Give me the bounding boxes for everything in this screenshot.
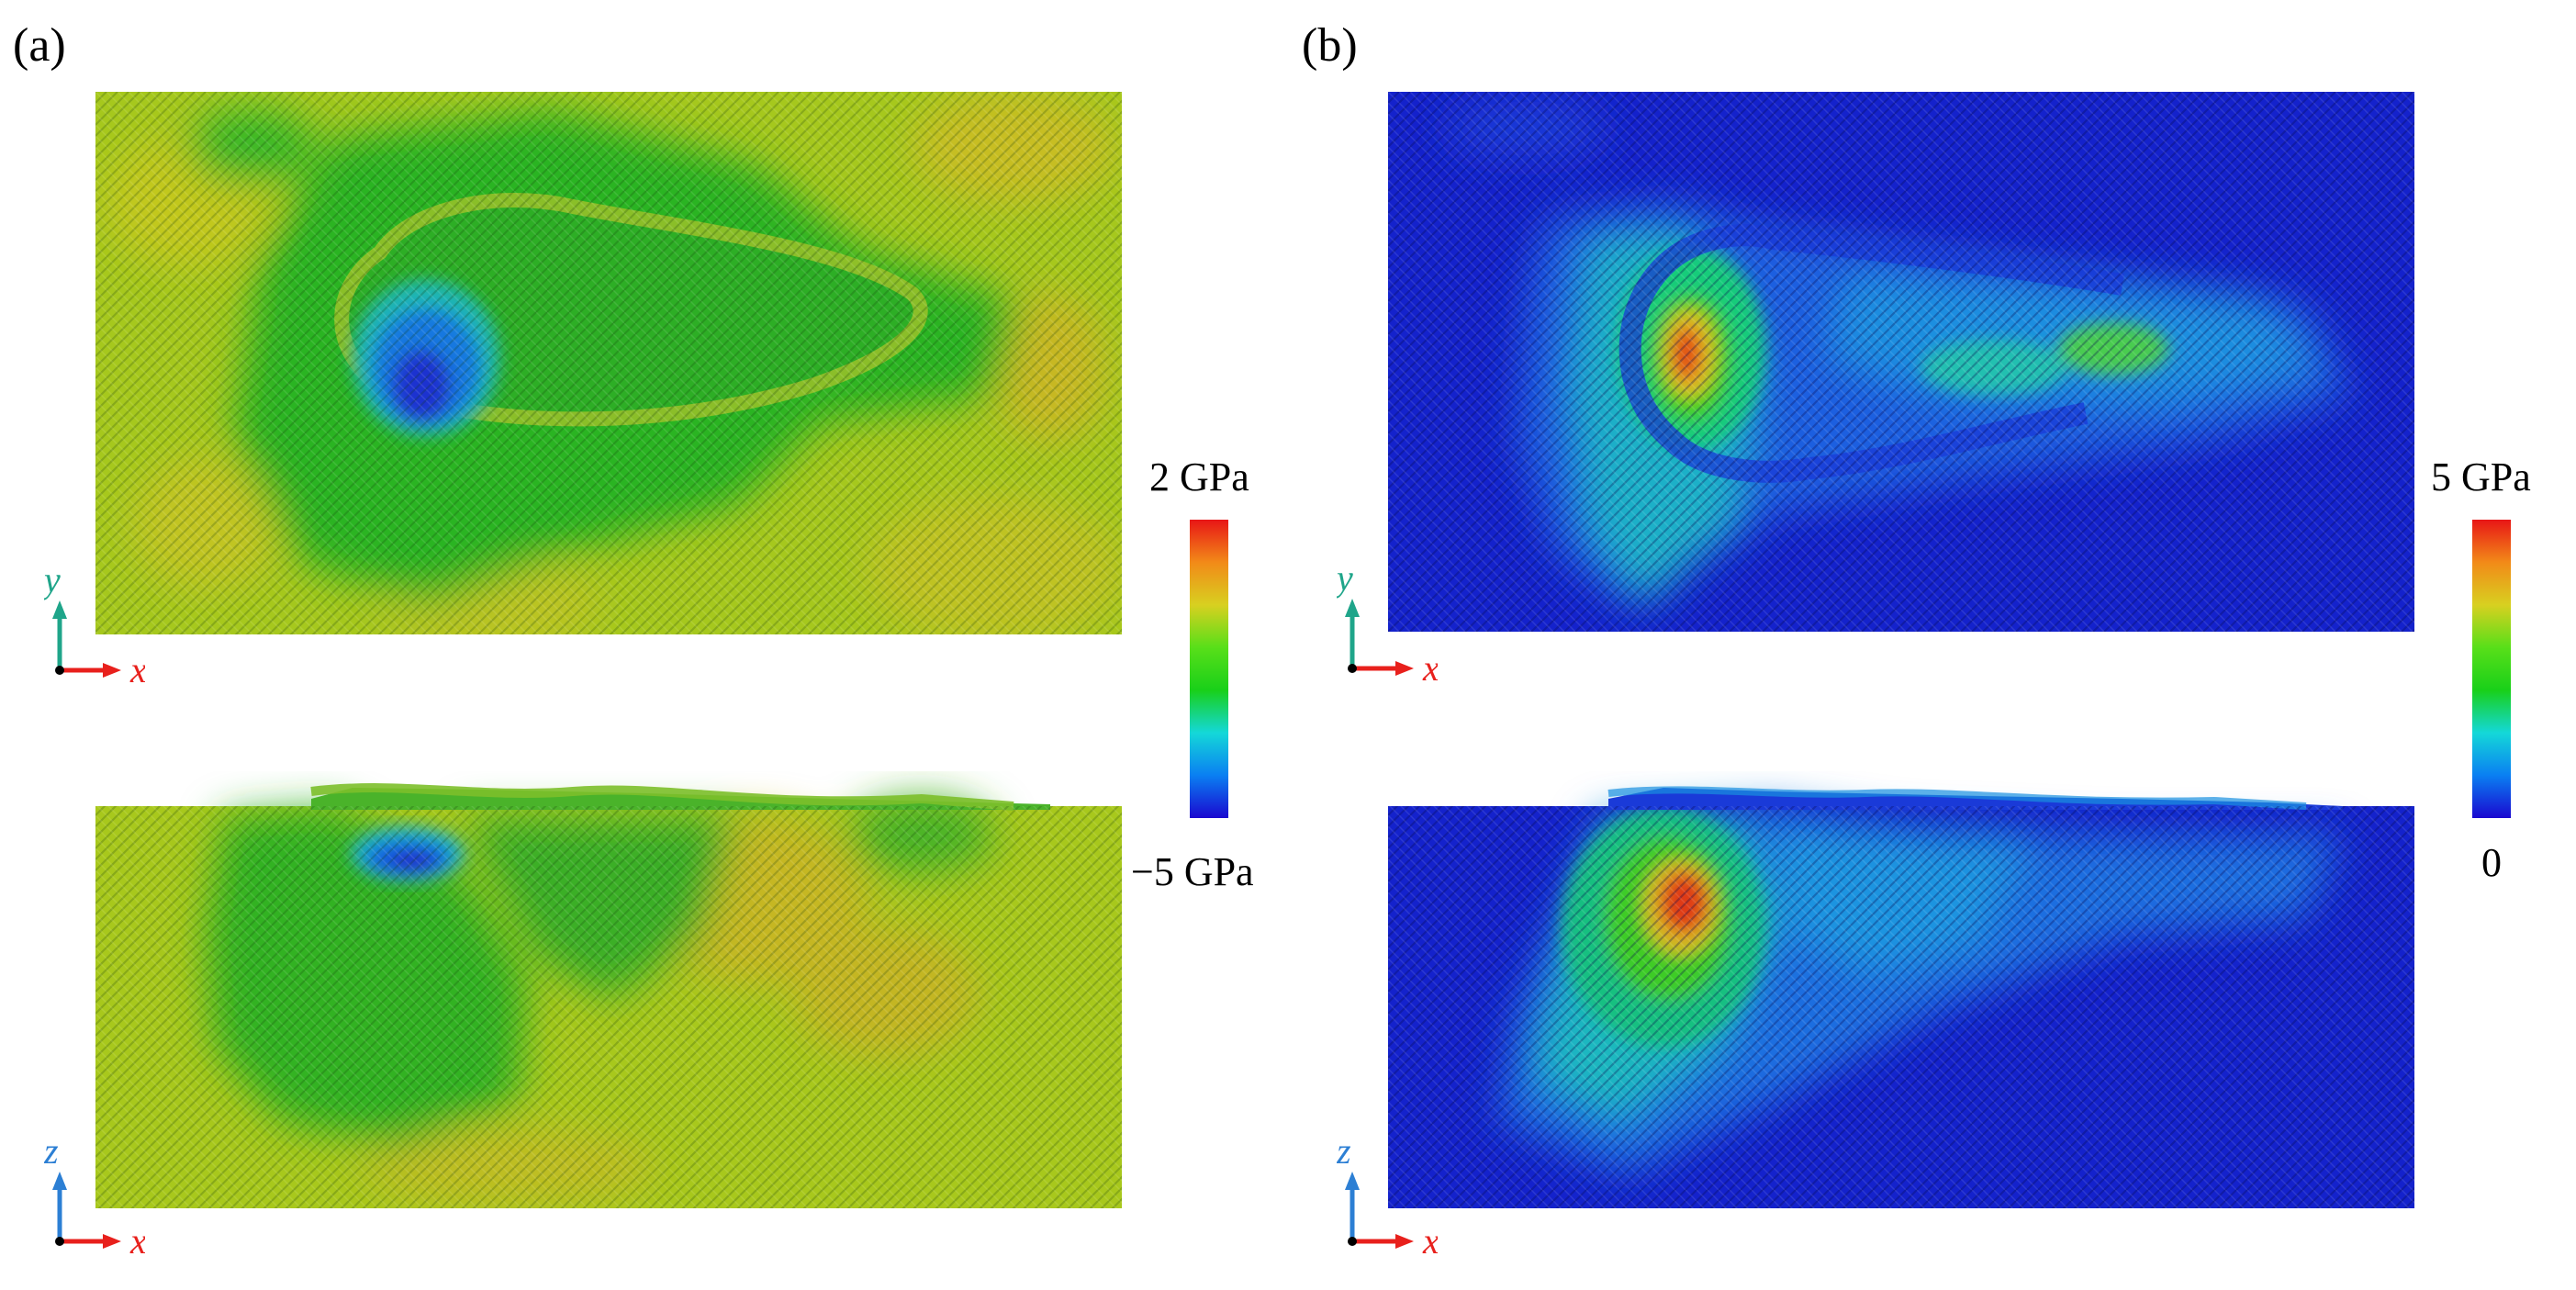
y-axis-label: y	[44, 559, 61, 600]
axis-triad-b-xz: z x	[1337, 1130, 1438, 1260]
z-axis-label: z	[44, 1130, 59, 1172]
colorbar-a-min-label: −5 GPa	[1131, 849, 1254, 894]
colorbar-b	[2472, 520, 2511, 818]
panel-label-b: (b)	[1302, 19, 1358, 72]
stress-map-a-side-view	[95, 783, 1122, 1208]
axis-triad-a-xy: y x	[44, 559, 145, 689]
colorbar-a-max-label: 2 GPa	[1149, 454, 1249, 499]
x-axis-label: x	[1422, 1220, 1438, 1260]
axis-triad-a-xz: z x	[44, 1130, 145, 1260]
x-axis-label: x	[129, 1220, 145, 1260]
colorbar-a	[1190, 520, 1228, 818]
stress-map-b-side-view	[1388, 786, 2414, 1208]
stress-map-a-top-view	[95, 92, 1122, 634]
axis-triad-b-xy: y x	[1337, 557, 1438, 687]
x-axis-label: x	[1422, 647, 1438, 687]
z-axis-label: z	[1337, 1130, 1351, 1172]
colorbar-b-min-label: 0	[2481, 840, 2502, 885]
y-axis-label: y	[1337, 557, 1353, 599]
colorbar-b-max-label: 5 GPa	[2431, 454, 2531, 499]
panel-label-a: (a)	[13, 19, 66, 72]
stress-map-b-top-view	[1388, 92, 2414, 632]
x-axis-label: x	[129, 649, 145, 689]
